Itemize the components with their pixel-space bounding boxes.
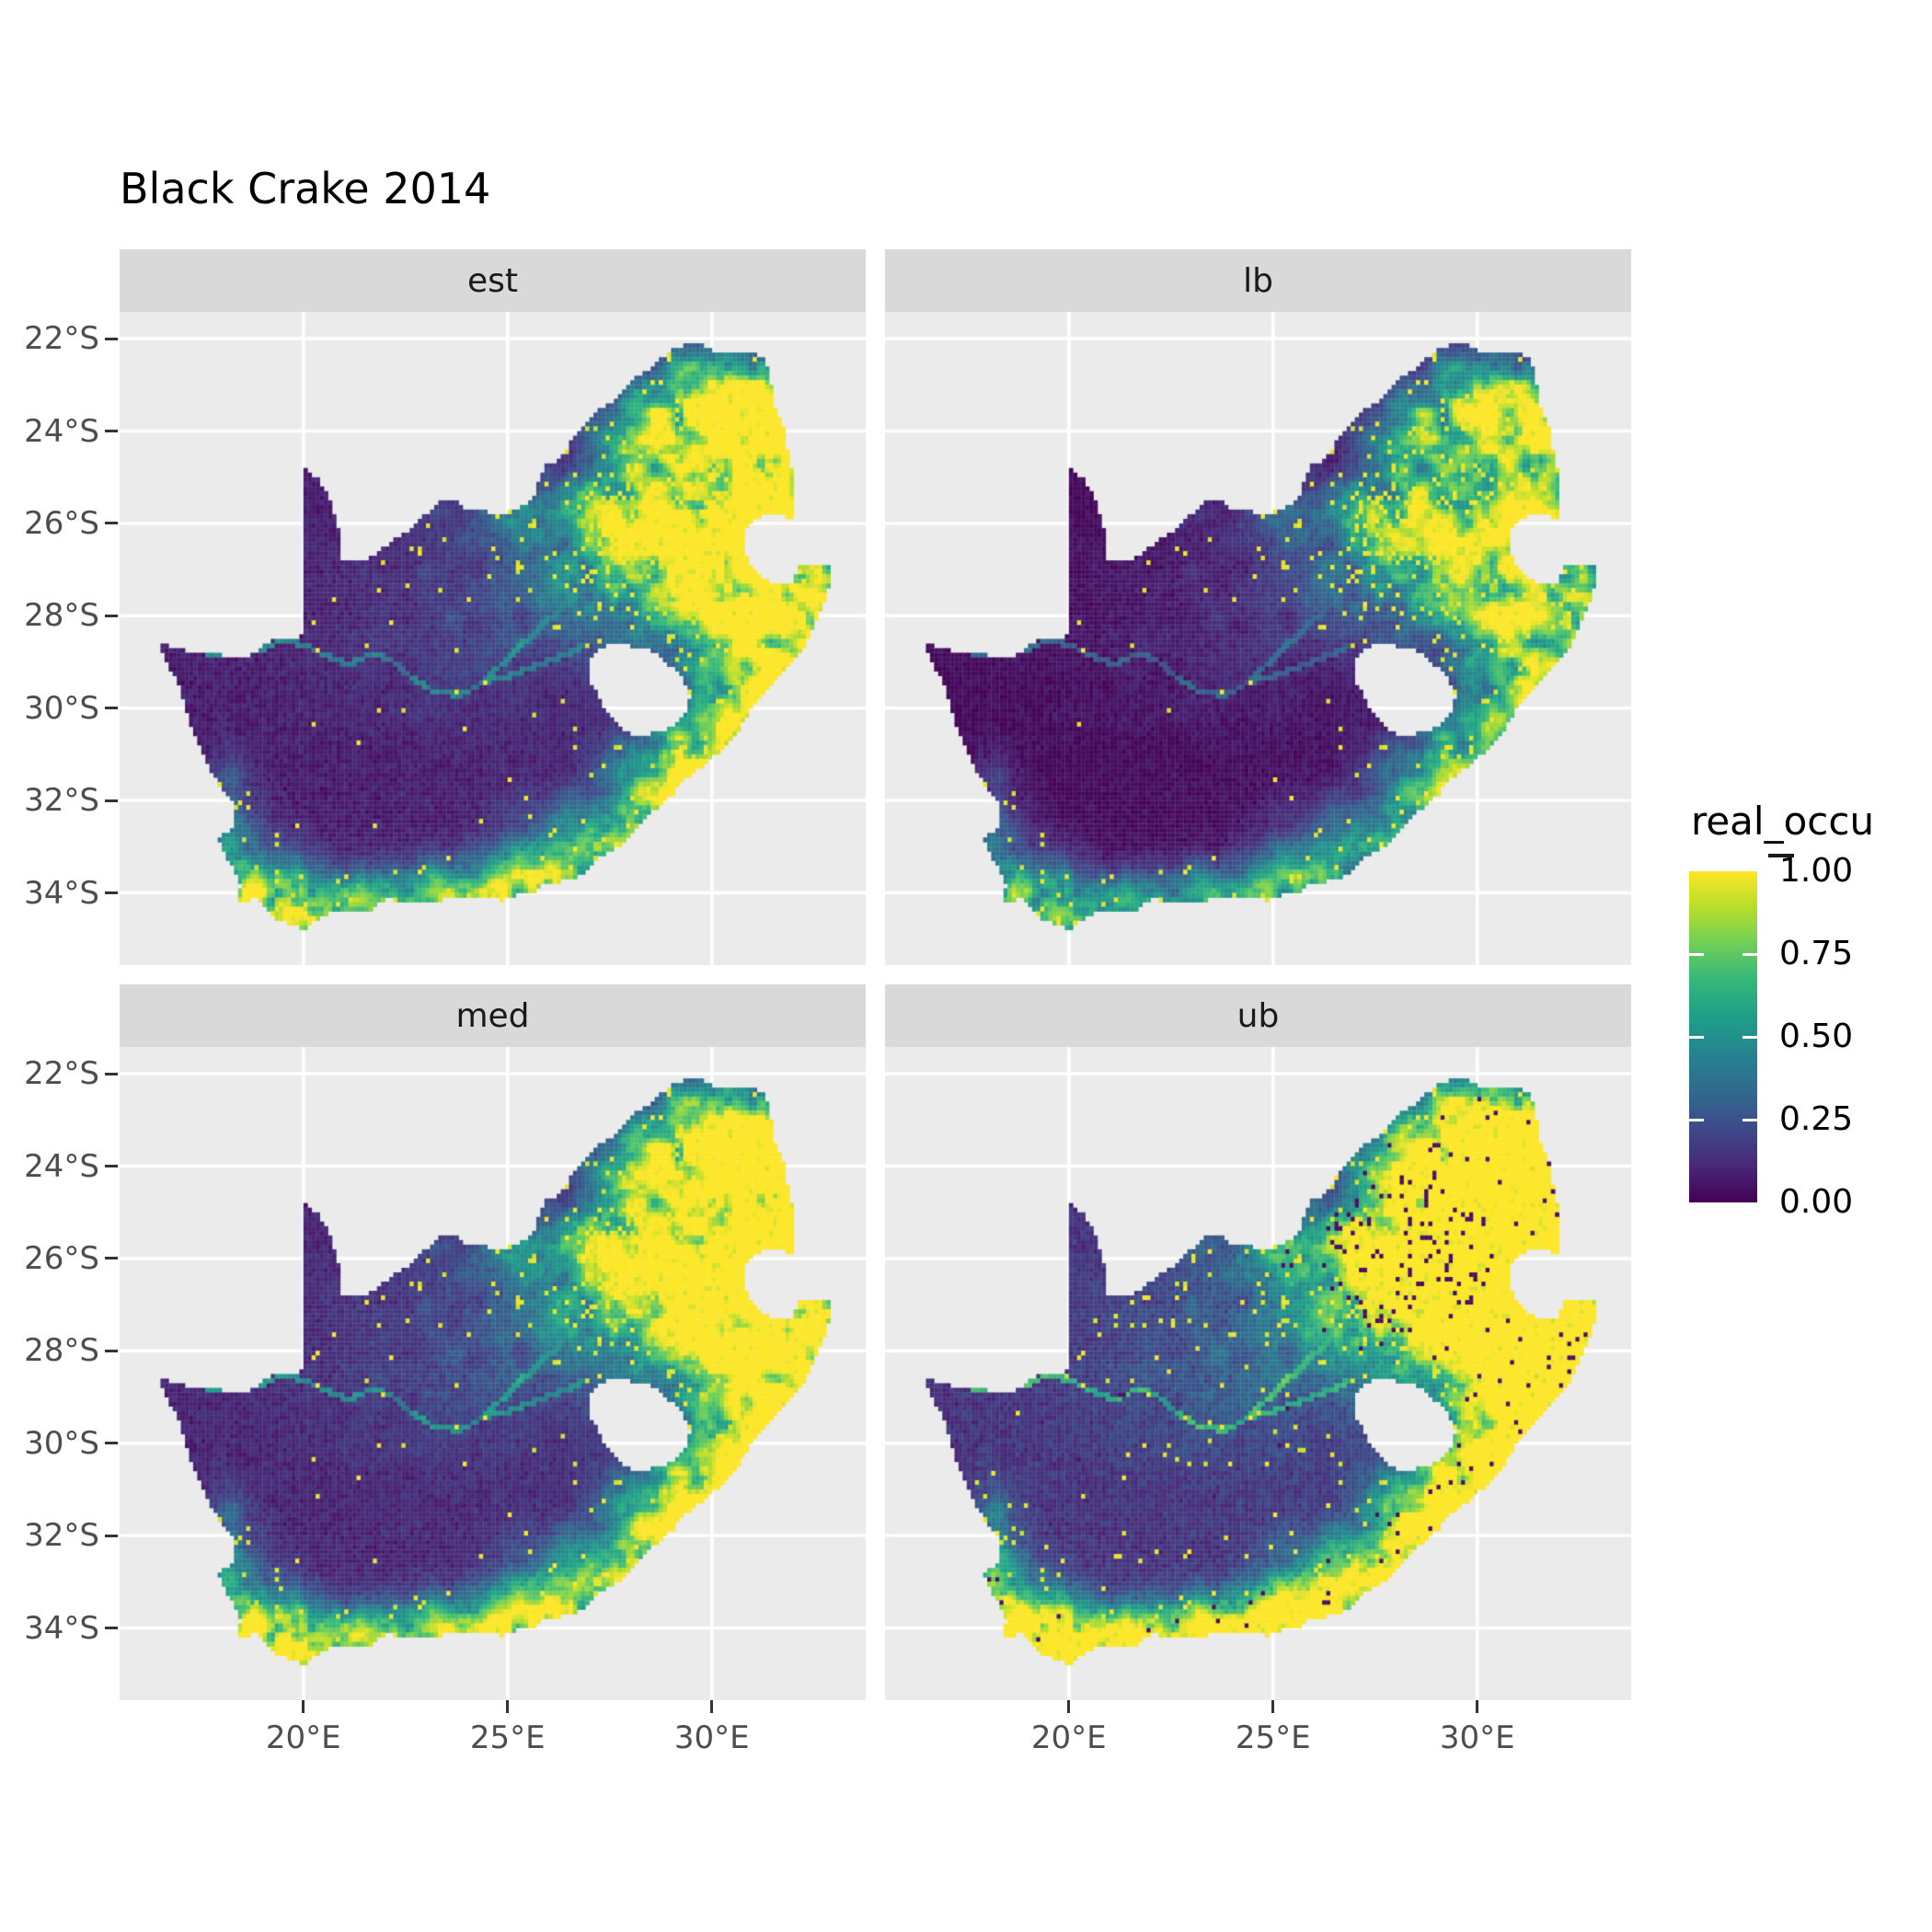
y-axis-tick [105, 891, 118, 895]
y-axis-tick [105, 1257, 118, 1260]
y-axis-tick [105, 707, 118, 710]
x-axis-tick [1476, 1700, 1479, 1713]
y-axis-label: 28°S [24, 1332, 99, 1370]
y-axis-tick [105, 1349, 118, 1352]
y-axis-label: 22°S [24, 1055, 99, 1093]
x-axis-label: 20°E [1030, 1719, 1107, 1756]
facet-strip-lb: lb [885, 249, 1631, 312]
facet-strip-label: ub [1236, 996, 1280, 1035]
y-axis-tick [105, 1534, 118, 1537]
y-axis-tick [105, 1165, 118, 1168]
y-axis-tick [105, 799, 118, 802]
x-axis-tick [1271, 1700, 1275, 1713]
map-panel-lb [885, 312, 1631, 965]
facet-strip-label: lb [1243, 261, 1273, 300]
y-axis-tick [105, 614, 118, 617]
y-axis-label: 26°S [24, 504, 99, 542]
legend-bar-tick [1742, 1035, 1757, 1039]
facet-strip-est: est [120, 249, 866, 312]
legend-bar-tick [1689, 1035, 1704, 1039]
y-axis-label: 28°S [24, 597, 99, 635]
x-axis-label: 30°E [1439, 1719, 1515, 1756]
x-axis-tick [506, 1700, 510, 1713]
facet-strip-med: med [120, 984, 866, 1047]
legend-bar-tick [1742, 952, 1757, 956]
y-axis-label: 30°S [24, 1424, 99, 1462]
legend-label: 0.00 [1779, 1183, 1854, 1221]
y-axis-label: 24°S [24, 1147, 99, 1185]
y-axis-label: 32°S [24, 1517, 99, 1555]
legend-label: 1.00 [1779, 852, 1854, 890]
y-axis-tick [105, 522, 118, 525]
plot-title: Black Crake 2014 [120, 164, 491, 213]
x-axis-tick [710, 1700, 714, 1713]
x-axis-label: 25°E [1235, 1719, 1311, 1756]
x-axis-tick [302, 1700, 305, 1713]
y-axis-tick [105, 1072, 118, 1075]
y-axis-tick [105, 1442, 118, 1445]
legend-bar-tick [1742, 1118, 1757, 1121]
legend-top-tick [1768, 854, 1794, 857]
x-axis-label: 25°E [469, 1719, 546, 1756]
legend-label: 0.75 [1779, 935, 1854, 972]
map-panel-med [120, 1047, 866, 1700]
x-axis-tick [1067, 1700, 1071, 1713]
facet-strip-ub: ub [885, 984, 1631, 1047]
x-axis-label: 30°E [673, 1719, 750, 1756]
y-axis-label: 34°S [24, 1609, 99, 1647]
map-panel-ub [885, 1047, 1631, 1700]
y-axis-label: 32°S [24, 782, 99, 820]
y-axis-label: 24°S [24, 412, 99, 450]
map-panel-est [120, 312, 866, 965]
legend-label: 0.25 [1779, 1100, 1854, 1138]
y-axis-tick [105, 1627, 118, 1630]
y-axis-label: 30°S [24, 689, 99, 727]
legend-bar-tick [1689, 1118, 1704, 1121]
facet-strip-label: med [455, 996, 530, 1035]
y-axis-label: 26°S [24, 1239, 99, 1277]
y-axis-label: 34°S [24, 874, 99, 912]
facet-strip-label: est [466, 261, 519, 300]
y-axis-tick [105, 337, 118, 340]
x-axis-label: 20°E [265, 1719, 341, 1756]
y-axis-tick [105, 430, 118, 433]
legend-bar-tick [1689, 952, 1704, 956]
y-axis-label: 22°S [24, 320, 99, 358]
legend-title: real_occu [1691, 799, 1875, 844]
legend-label: 0.50 [1779, 1018, 1854, 1055]
